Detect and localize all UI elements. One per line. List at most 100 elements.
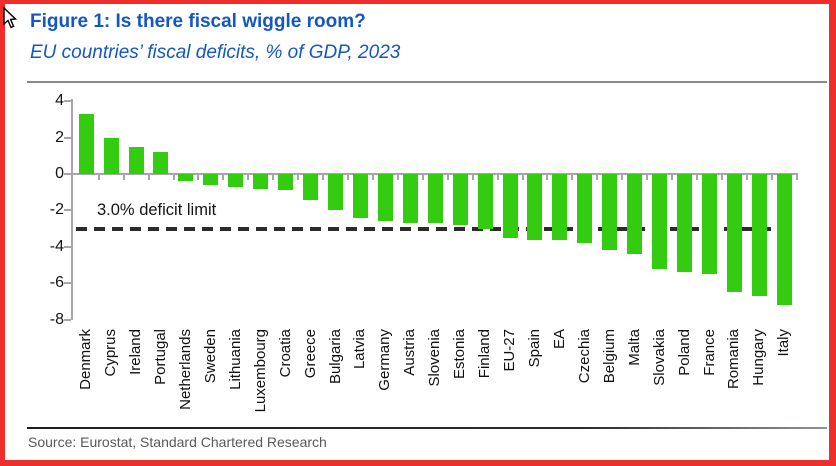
x-tick xyxy=(521,174,524,180)
bar-poland xyxy=(677,174,693,273)
x-label-croatia: Croatia xyxy=(276,329,294,378)
x-tick xyxy=(247,174,250,180)
x-label-netherlands: Netherlands xyxy=(176,329,194,410)
bar-estonia xyxy=(452,174,468,225)
x-tick xyxy=(596,174,599,180)
x-tick xyxy=(745,174,748,180)
x-label-lithuania: Lithuania xyxy=(226,329,244,390)
bar-romania xyxy=(726,174,742,293)
x-label-france: France xyxy=(700,329,718,376)
x-label-greece: Greece xyxy=(301,329,319,379)
x-tick xyxy=(172,174,175,180)
x-label-belgium: Belgium xyxy=(600,329,618,384)
figure-subtitle: EU countries’ fiscal deficits, % of GDP,… xyxy=(30,42,401,63)
y-tick xyxy=(64,173,71,175)
bar-luxembourg xyxy=(253,174,269,189)
y-tick-label: 0 xyxy=(55,165,64,182)
bar-netherlands xyxy=(178,174,194,182)
x-label-ireland: Ireland xyxy=(127,329,145,375)
x-label-spain: Spain xyxy=(525,329,543,368)
x-label-finland: Finland xyxy=(476,329,494,379)
x-tick xyxy=(222,174,225,180)
figure-title: Figure 1: Is there fiscal wiggle room? xyxy=(30,11,366,32)
x-label-latvia: Latvia xyxy=(351,329,369,370)
bar-france xyxy=(701,174,717,275)
bar-eu-27 xyxy=(502,174,518,238)
bar-czechia xyxy=(577,174,593,244)
bar-latvia xyxy=(352,174,368,218)
deficit-limit-dashed-line xyxy=(76,226,793,231)
x-tick xyxy=(122,174,125,180)
bar-italy xyxy=(776,174,792,305)
x-tick xyxy=(671,174,674,180)
bar-belgium xyxy=(602,174,618,251)
y-tick-label: -2 xyxy=(49,201,64,219)
y-tick-label: -6 xyxy=(49,274,64,292)
x-label-romania: Romania xyxy=(725,329,743,390)
x-label-slovakia: Slovakia xyxy=(650,329,668,386)
header-separator xyxy=(27,81,827,83)
x-tick xyxy=(371,174,374,180)
y-tick xyxy=(64,318,71,321)
x-tick xyxy=(396,174,399,180)
x-tick xyxy=(720,174,723,180)
x-label-italy: Italy xyxy=(775,329,793,357)
x-label-luxembourg: Luxembourg xyxy=(251,329,269,413)
x-tick xyxy=(770,174,773,180)
bar-portugal xyxy=(153,152,169,174)
bar-cyprus xyxy=(103,137,119,174)
x-label-denmark: Denmark xyxy=(77,329,95,390)
y-tick-label: 4 xyxy=(55,92,64,110)
x-label-sweden: Sweden xyxy=(201,329,219,384)
bar-finland xyxy=(477,174,493,229)
bar-slovakia xyxy=(652,174,668,269)
y-tick xyxy=(64,136,71,139)
bar-bulgaria xyxy=(328,174,343,211)
y-tick xyxy=(64,282,71,285)
bar-spain xyxy=(527,174,543,240)
x-tick xyxy=(446,174,449,180)
x-label-czechia: Czechia xyxy=(575,329,593,384)
bar-croatia xyxy=(278,174,294,191)
x-label-ea: EA xyxy=(550,329,568,350)
x-label-bulgaria: Bulgaria xyxy=(326,329,344,385)
x-tick xyxy=(546,174,549,180)
x-tick xyxy=(322,174,324,180)
y-tick xyxy=(64,209,71,212)
x-tick xyxy=(421,174,424,180)
deficit-limit-label: 3.0% deficit limit xyxy=(97,201,217,219)
y-tick-label: -8 xyxy=(49,310,64,328)
bar-germany xyxy=(377,174,393,222)
x-label-hungary: Hungary xyxy=(750,329,768,386)
x-tick xyxy=(297,174,300,180)
bar-lithuania xyxy=(228,174,244,187)
x-tick xyxy=(795,174,798,180)
bar-denmark xyxy=(78,113,94,174)
bar-austria xyxy=(402,174,418,224)
x-tick xyxy=(696,174,698,180)
x-tick xyxy=(272,174,275,180)
y-axis-line xyxy=(71,99,73,320)
y-tick-label: -4 xyxy=(49,237,64,255)
source-note: Source: Eurostat, Standard Chartered Res… xyxy=(28,434,327,450)
x-label-estonia: Estonia xyxy=(451,329,469,380)
x-tick xyxy=(571,174,574,180)
x-tick xyxy=(347,174,349,180)
x-tick xyxy=(471,174,474,180)
footer-separator xyxy=(27,427,827,429)
x-label-cyprus: Cyprus xyxy=(102,329,120,377)
bar-greece xyxy=(303,174,319,200)
bar-hungary xyxy=(751,174,767,296)
y-tick-label: 2 xyxy=(55,128,64,146)
x-tick xyxy=(496,174,499,180)
bar-slovenia xyxy=(427,174,443,224)
x-tick xyxy=(197,174,200,180)
x-tick xyxy=(621,174,624,180)
bar-malta xyxy=(627,174,643,255)
x-label-germany: Germany xyxy=(376,329,394,391)
x-label-eu-27: EU-27 xyxy=(501,329,518,372)
x-tick xyxy=(147,174,150,180)
y-tick xyxy=(64,100,71,103)
